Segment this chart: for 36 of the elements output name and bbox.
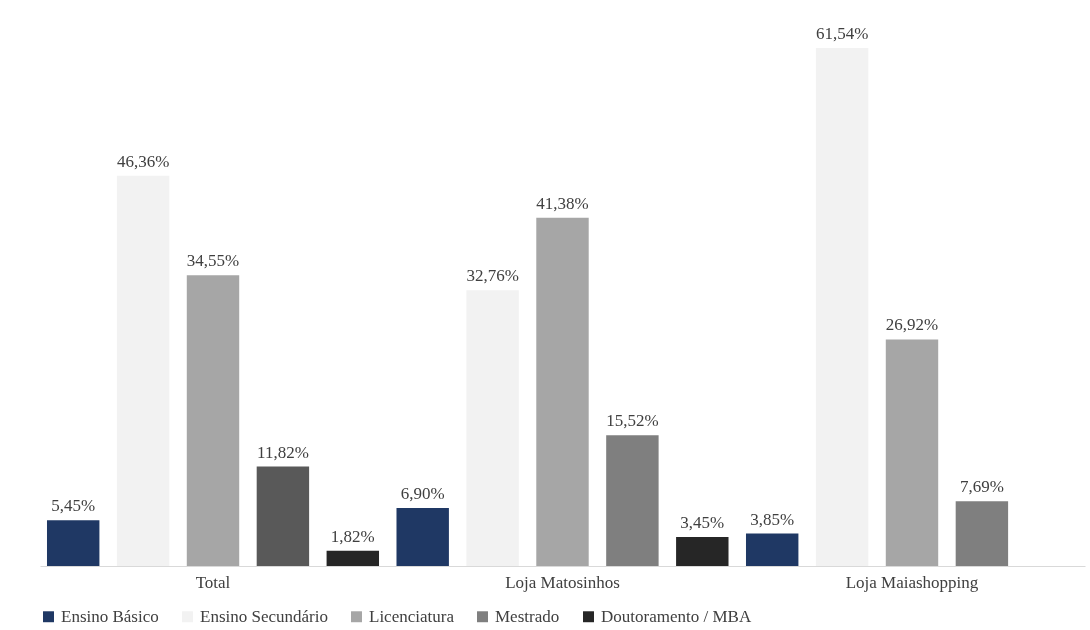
bar <box>606 435 659 566</box>
legend-label: Licenciatura <box>369 606 455 626</box>
bar <box>885 339 939 566</box>
bar <box>116 175 170 566</box>
bar <box>815 48 869 566</box>
bar <box>536 217 589 566</box>
bar <box>186 275 240 566</box>
data-label: 61,54% <box>815 24 869 43</box>
data-label: 34,55% <box>186 251 240 271</box>
data-label: 11,82% <box>257 442 309 462</box>
data-label: 7,69% <box>959 477 1004 497</box>
data-label: 41,38% <box>536 193 589 213</box>
bar <box>745 533 799 566</box>
legend-label: Ensino Secundário <box>200 606 328 626</box>
x-tick-label: Loja Matosinhos <box>505 572 620 592</box>
data-label: 5,45% <box>51 496 96 516</box>
bar <box>46 520 100 566</box>
data-label: 6,90% <box>400 483 445 503</box>
x-tick-label: Total <box>195 572 231 592</box>
bar <box>676 536 729 566</box>
bar <box>396 507 449 566</box>
x-tick-label: Loja Maiashopping <box>845 572 979 592</box>
data-label: 26,92% <box>885 315 939 335</box>
data-label: 15,52% <box>606 411 659 431</box>
bar <box>326 550 380 566</box>
data-label: 3,85% <box>750 509 795 529</box>
legend-label: Doutoramento / MBA <box>601 606 752 626</box>
data-label: 32,76% <box>466 266 519 286</box>
data-label: 1,82% <box>330 526 375 546</box>
legend-label: Ensino Básico <box>61 606 159 626</box>
data-label: 46,36% <box>116 151 170 171</box>
bar <box>256 466 310 566</box>
data-label: 3,45% <box>680 512 725 532</box>
legend-label: Mestrado <box>495 606 560 626</box>
bar <box>466 290 519 566</box>
bar <box>955 501 1009 566</box>
